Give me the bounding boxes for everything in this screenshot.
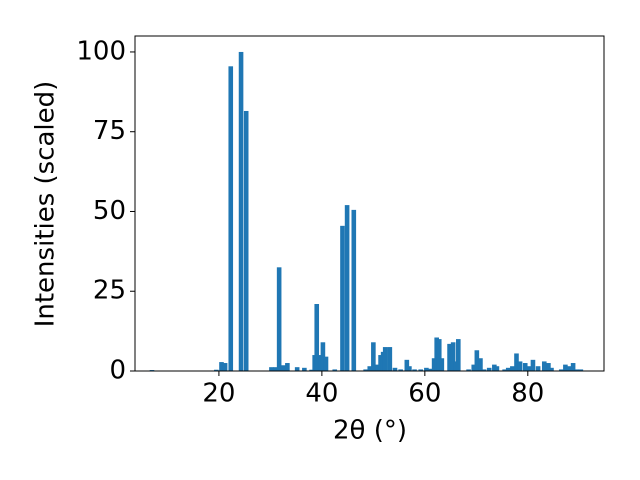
- bar: [228, 66, 234, 372]
- bar: [404, 359, 410, 371]
- bar: [214, 369, 219, 371]
- plot-frame: [134, 35, 605, 372]
- bar: [344, 205, 350, 371]
- y-tick-label: 0: [109, 356, 126, 386]
- bar: [505, 367, 511, 371]
- bar: [566, 366, 572, 371]
- bar: [340, 225, 345, 371]
- bar: [285, 363, 290, 371]
- bar: [424, 367, 429, 371]
- bar: [309, 369, 314, 371]
- y-axis-label: Intensities (scaled): [31, 81, 61, 328]
- y-tick-label: 100: [76, 36, 126, 66]
- bar: [351, 209, 357, 371]
- bar: [578, 369, 584, 371]
- bar: [407, 366, 412, 371]
- bar: [502, 369, 507, 371]
- bar: [510, 366, 515, 371]
- bar: [466, 369, 471, 371]
- bar: [530, 359, 536, 371]
- bar: [439, 358, 445, 371]
- bar: [535, 366, 541, 371]
- bar: [243, 110, 249, 371]
- bar: [323, 356, 329, 371]
- bar: [436, 339, 442, 371]
- x-tick-label: 80: [511, 379, 544, 409]
- bar: [280, 365, 286, 371]
- bar: [471, 364, 477, 371]
- bar: [492, 364, 497, 371]
- bar: [363, 369, 368, 371]
- y-tick-label: 50: [93, 196, 126, 226]
- bar: [387, 347, 393, 371]
- bar: [563, 364, 568, 371]
- bar: [269, 367, 274, 371]
- bar: [398, 369, 403, 371]
- bar: [375, 364, 380, 371]
- bar: [494, 366, 500, 371]
- y-tick-label: 75: [93, 116, 126, 146]
- bar: [450, 342, 456, 371]
- x-tick-label: 60: [408, 379, 441, 409]
- bar: [238, 51, 244, 371]
- bar: [302, 367, 307, 371]
- bar: [453, 361, 459, 371]
- bar: [546, 363, 551, 371]
- bar: [273, 367, 278, 371]
- bar: [541, 361, 547, 371]
- bar: [447, 343, 452, 371]
- bar: [558, 369, 564, 371]
- bar: [431, 358, 437, 371]
- bar: [434, 337, 439, 371]
- bar: [294, 367, 300, 371]
- bar: [486, 367, 492, 371]
- bar: [392, 367, 398, 371]
- bar: [514, 353, 519, 371]
- bar: [371, 342, 376, 371]
- bar: [382, 347, 388, 371]
- x-axis-label: 2θ (°): [333, 416, 407, 446]
- bar: [549, 367, 554, 371]
- bar: [418, 369, 424, 371]
- bar: [522, 363, 528, 371]
- bar: [219, 362, 224, 371]
- bar: [412, 369, 417, 371]
- bar: [478, 358, 483, 371]
- bar: [332, 369, 338, 371]
- bar: [222, 363, 228, 371]
- bar: [314, 304, 320, 371]
- x-tick-label: 20: [202, 379, 235, 409]
- bar: [474, 350, 480, 371]
- bar: [276, 267, 282, 371]
- bar: [481, 369, 487, 371]
- bar: [570, 363, 576, 371]
- bar: [517, 361, 523, 371]
- x-tick-label: 40: [305, 379, 338, 409]
- y-tick-label: 25: [93, 276, 126, 306]
- bar: [574, 369, 580, 371]
- bar: [378, 355, 383, 371]
- bar: [527, 366, 532, 371]
- bar: [367, 366, 373, 371]
- bar: [456, 339, 461, 371]
- bar: [427, 368, 433, 371]
- bar: [320, 342, 326, 371]
